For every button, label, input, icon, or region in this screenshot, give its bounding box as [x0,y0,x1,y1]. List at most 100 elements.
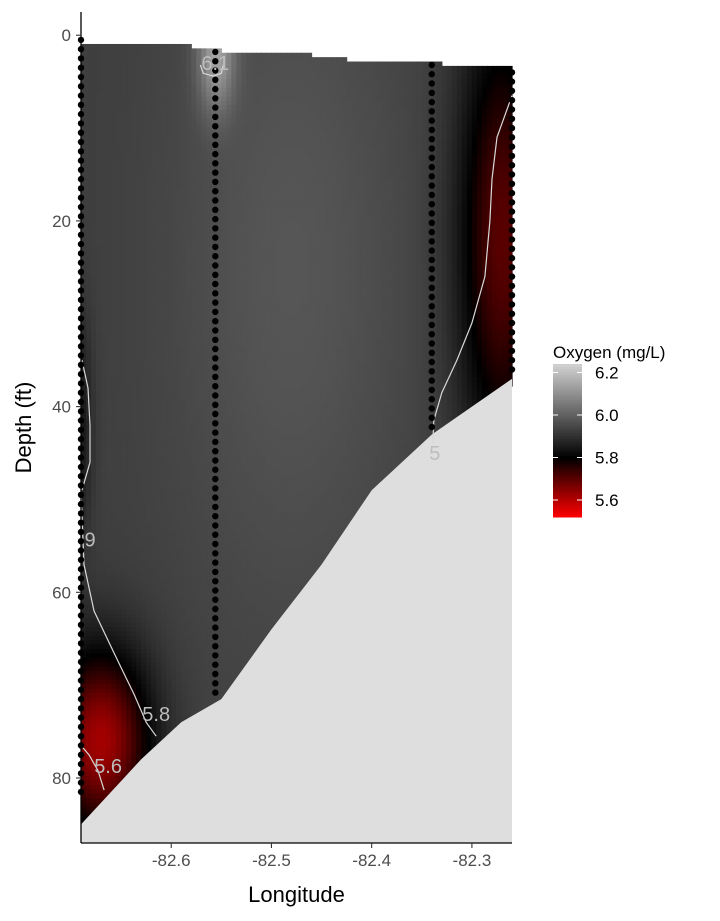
heat-cell [176,342,182,348]
heat-cell [166,276,172,282]
heat-cell [186,688,192,694]
heat-cell [136,596,142,602]
heat-cell [181,499,187,505]
heat-cell [106,736,112,742]
heat-cell [126,692,132,698]
heat-cell [206,429,212,435]
heat-cell [86,710,92,716]
heat-cell [101,214,107,220]
heat-cell [81,184,87,190]
heat-cell [86,109,92,115]
heat-cell [216,276,222,282]
heat-cell [91,649,97,655]
heat-cell [116,368,122,374]
heat-cell [91,763,97,769]
heat-cell [116,377,122,383]
heat-cell [151,403,157,409]
heat-cell [231,587,237,593]
heat-cell [181,258,187,264]
heat-cell [121,109,127,115]
heat-cell [121,65,127,71]
heat-cell [151,70,157,76]
heat-cell [156,254,162,260]
heat-cell [106,179,112,185]
heat-cell [196,114,202,120]
heat-cell [166,684,172,690]
heat-cell [121,280,127,286]
heat-cell [151,368,157,374]
heat-cell [126,434,132,440]
heat-cell [231,127,237,133]
heat-cell [161,596,167,602]
heat-cell [226,96,232,102]
heat-cell [116,692,122,698]
heat-cell [171,513,177,519]
heat-cell [131,727,137,733]
heat-cell [206,460,212,466]
heat-cell [206,447,212,453]
heat-cell [216,241,222,247]
heat-cell [151,311,157,317]
heat-cell [166,710,172,716]
heat-cell [86,789,92,795]
heat-cell [181,556,187,562]
heat-cell [91,355,97,361]
heat-cell [116,61,122,67]
heat-cell [116,162,122,168]
heat-cell [211,583,217,589]
heat-cell [171,526,177,532]
heat-cell [191,83,197,89]
heat-cell [146,307,152,313]
heat-cell [86,65,92,71]
heat-cell [201,684,207,690]
heat-cell [181,118,187,124]
heat-cell [86,425,92,431]
heat-cell [186,219,192,225]
heat-cell [206,385,212,391]
heat-cell [101,385,107,391]
heat-cell [216,456,222,462]
heat-cell [166,653,172,659]
heat-cell [106,258,112,264]
heat-cell [161,74,167,80]
heat-cell [91,578,97,584]
heat-cell [181,219,187,225]
heat-cell [101,587,107,593]
heat-cell [196,92,202,98]
heat-cell [191,456,197,462]
heat-cell [156,219,162,225]
heat-cell [231,197,237,203]
heat-cell [171,245,177,251]
heat-cell [216,236,222,242]
heat-cell [151,451,157,457]
heat-cell [161,649,167,655]
heat-cell [146,662,152,668]
heat-cell [216,87,222,93]
heat-cell [216,403,222,409]
heat-cell [231,79,237,85]
heat-cell [146,52,152,58]
heat-cell [121,241,127,247]
heat-cell [81,499,87,505]
heat-cell [126,556,132,562]
heat-cell [181,254,187,260]
heat-cell [91,385,97,391]
heat-cell [161,543,167,549]
heat-cell [121,657,127,663]
heat-cell [141,605,147,611]
heat-cell [126,561,132,567]
heat-cell [121,228,127,234]
heat-cell [86,561,92,567]
heat-cell [141,670,147,676]
heat-cell [161,535,167,541]
heat-cell [131,61,137,67]
heat-cell [111,530,117,536]
heat-cell [206,52,212,58]
heat-cell [186,679,192,685]
heat-cell [201,499,207,505]
heat-cell [96,100,102,106]
heat-cell [111,429,117,435]
heat-cell [91,482,97,488]
heat-cell [131,447,137,453]
heat-cell [101,714,107,720]
